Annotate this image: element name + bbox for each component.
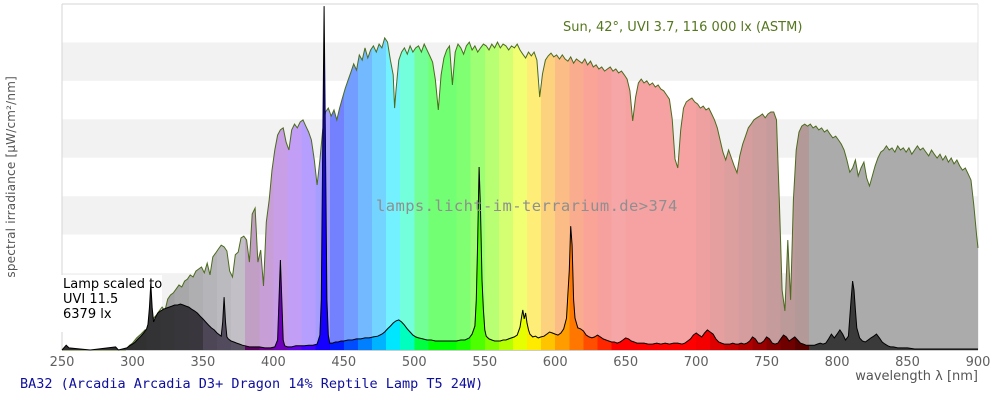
x-tick-label: 600 (542, 355, 568, 370)
x-tick-label: 450 (331, 355, 357, 370)
x-tick-label: 350 (190, 355, 216, 370)
x-tick-label: 300 (120, 355, 145, 370)
x-tick-label: 850 (895, 355, 920, 370)
x-tick-label: 900 (965, 355, 991, 370)
x-tick-label: 700 (683, 355, 709, 370)
sun-spectrum-area (62, 37, 978, 351)
x-tick-label: 500 (401, 355, 427, 370)
sun-annotation: Sun, 42°, UVI 3.7, 116 000 lx (ASTM) (563, 20, 803, 35)
grid-band (62, 4, 978, 43)
x-axis-label: wavelength λ [nm] (855, 369, 978, 384)
y-axis-label: spectral irradiance [µW/cm²/nm] (4, 76, 18, 278)
lamp-title: BA32 (Arcadia Arcadia D3+ Dragon 14% Rep… (20, 376, 484, 392)
x-tick-label: 800 (824, 355, 850, 370)
lamp-scale-line1: Lamp scaled to (63, 277, 163, 292)
x-tick-label: 650 (613, 355, 639, 370)
x-tick-label: 550 (472, 355, 498, 370)
lamp-scale-label-box (58, 275, 162, 332)
lamp-scale-line2: UVI 11.5 (63, 292, 119, 307)
x-tick-label: 750 (754, 355, 780, 370)
x-tick-label: 250 (49, 355, 75, 370)
watermark: lamps.licht-im-terrarium.de>374 (376, 197, 678, 215)
x-tick-label: 400 (260, 355, 286, 370)
sun-spectrum-line (62, 36, 979, 351)
lamp-spectrum-line (61, 6, 978, 351)
lamp-scale-annotation: Lamp scaled to UVI 11.5 6379 lx (63, 277, 162, 322)
lamp-scale-line3: 6379 lx (63, 307, 112, 322)
